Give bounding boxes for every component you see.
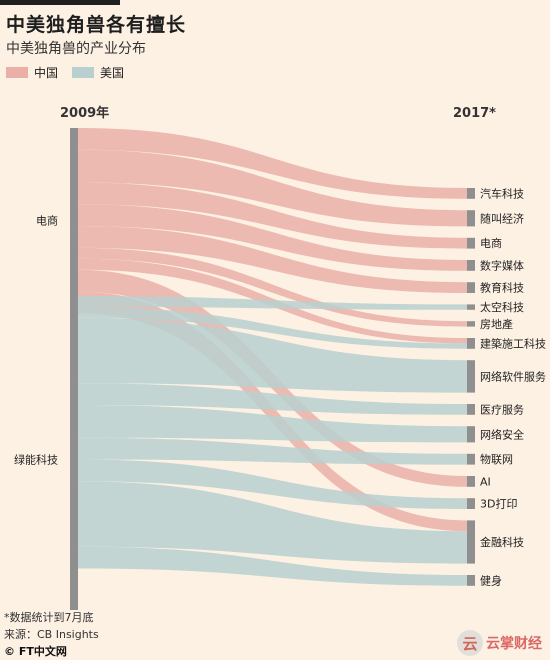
- right-node-label-1: 随叫经济: [480, 211, 524, 225]
- right-node-bar-6: [467, 321, 475, 327]
- flow-16: [78, 481, 467, 564]
- right-node-bar-3: [467, 260, 475, 271]
- right-node-bar-15: [467, 575, 475, 586]
- footnote: *数据统计到7月底: [4, 611, 94, 624]
- flow-4: [78, 226, 467, 293]
- legend-item-china: 中国: [6, 64, 58, 81]
- right-node-bar-12: [467, 476, 475, 487]
- flow-9: [78, 296, 467, 310]
- flow-17: [78, 546, 467, 586]
- flow-3: [78, 204, 467, 271]
- right-node-bar-4: [467, 282, 475, 293]
- flow-2: [78, 182, 467, 249]
- flow-15: [78, 459, 467, 509]
- right-node-bar-5: [467, 304, 475, 310]
- watermark: 云 云掌财经: [457, 630, 542, 656]
- left-node-label-1: 绿能科技: [14, 453, 58, 467]
- right-node-label-10: 网络安全: [480, 427, 524, 441]
- watermark-text: 云掌财经: [486, 636, 542, 652]
- legend-swatch-china: [6, 67, 28, 78]
- right-node-bar-8: [467, 360, 475, 393]
- flow-11: [78, 317, 467, 393]
- right-node-label-11: 物联网: [480, 452, 513, 466]
- right-node-bar-13: [467, 498, 475, 509]
- right-node-label-14: 金融科技: [480, 535, 524, 549]
- right-node-bar-14: [467, 520, 475, 564]
- right-node-bar-11: [467, 453, 475, 465]
- flow-10: [78, 306, 467, 349]
- left-node-bar-1: [70, 296, 78, 610]
- right-node-label-0: 汽车科技: [480, 186, 524, 200]
- legend-swatch-usa: [72, 67, 95, 78]
- flow-1: [78, 149, 467, 227]
- flow-14: [78, 437, 467, 465]
- right-node-bar-2: [467, 237, 475, 249]
- right-node-bar-7: [467, 338, 475, 349]
- right-node-label-6: 房地產: [480, 317, 513, 331]
- left-node-bar-0: [70, 128, 78, 314]
- right-node-label-5: 太空科技: [480, 300, 524, 314]
- top-accent-bar: [0, 0, 120, 5]
- right-node-label-12: AI: [480, 475, 491, 488]
- legend-label-usa: 美国: [100, 66, 125, 80]
- right-node-label-3: 数字媒体: [480, 258, 524, 272]
- flow-8: [78, 291, 467, 532]
- right-node-label-9: 医疗服务: [480, 402, 524, 416]
- right-header: 2017*: [453, 106, 496, 121]
- right-node-bar-1: [467, 210, 475, 227]
- source-note: 来源：CB Insights: [4, 628, 99, 641]
- right-node-label-15: 健身: [480, 573, 502, 587]
- right-node-bar-10: [467, 426, 475, 443]
- right-node-bar-0: [467, 188, 475, 199]
- legend: 中国 美国: [6, 64, 138, 81]
- right-node-label-2: 电商: [480, 236, 502, 250]
- flow-13: [78, 405, 467, 443]
- right-node-bar-9: [467, 404, 475, 415]
- right-node-label-8: 网络软件服务: [480, 369, 546, 383]
- left-node-label-0: 电商: [36, 214, 58, 228]
- legend-label-china: 中国: [34, 66, 59, 80]
- right-node-label-4: 教育科技: [480, 281, 524, 295]
- credit-note: © FT中文网: [4, 645, 67, 658]
- flow-5: [78, 247, 467, 327]
- right-node-label-7: 建築施工科技: [480, 336, 546, 350]
- flow-0: [78, 128, 467, 199]
- flows-group: [78, 128, 467, 586]
- sankey-chart: 2009年 2017*电商绿能科技汽车科技随叫经济电商数字媒体教育科技太空科技房地…: [14, 105, 546, 610]
- legend-item-usa: 美国: [72, 64, 124, 81]
- chart-subtitle: 中美独角兽的产业分布: [6, 41, 146, 57]
- flow-12: [78, 383, 467, 415]
- chart-title: 中美独角兽各有擅长: [6, 14, 187, 36]
- right-node-label-13: 3D打印: [480, 497, 517, 511]
- left-header: 2009年: [60, 105, 109, 121]
- watermark-logo-icon: 云: [457, 630, 483, 656]
